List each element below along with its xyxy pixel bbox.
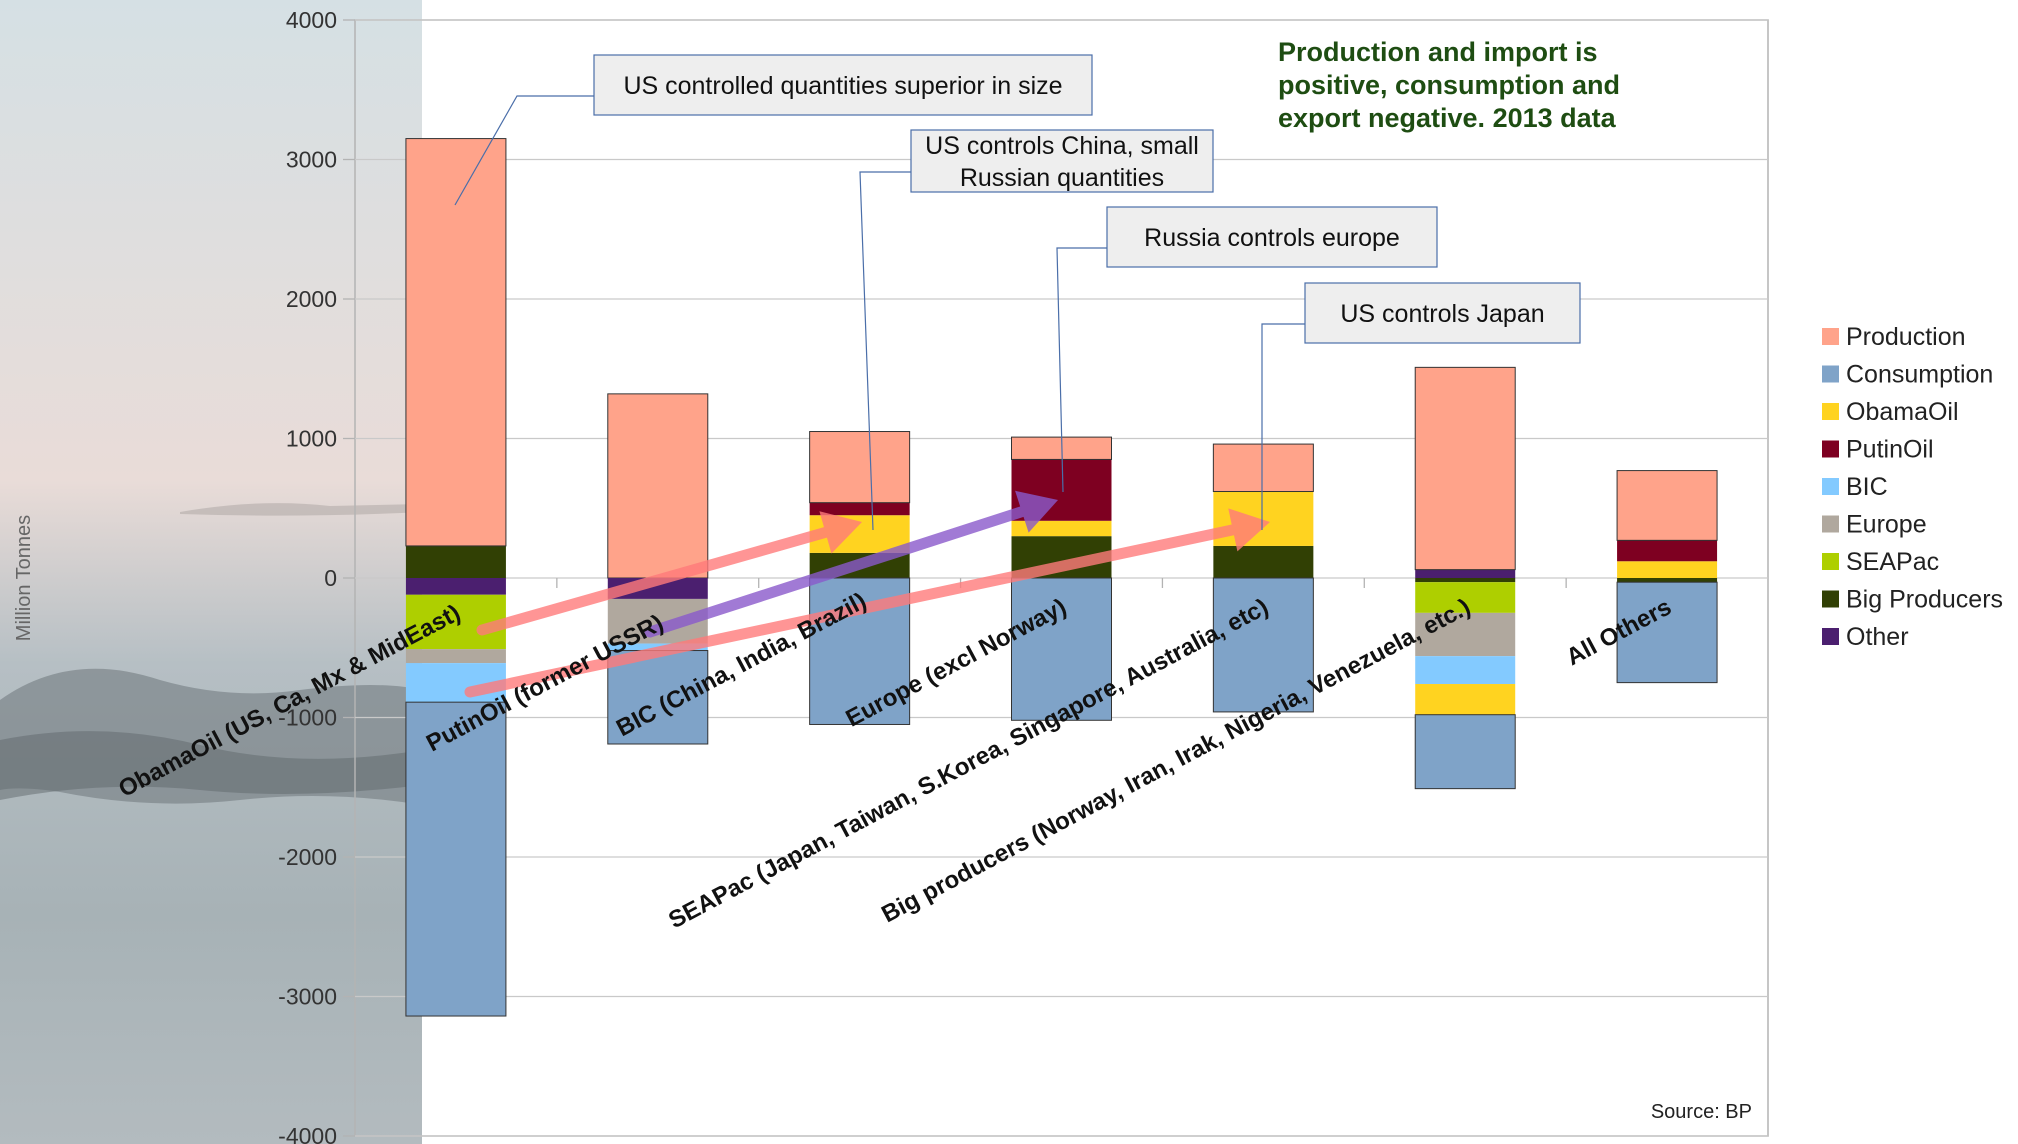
legend-swatch (1822, 628, 1839, 645)
arrow-obama-to-bic (476, 511, 862, 636)
bar-other (405, 578, 506, 595)
bar-other (1415, 569, 1516, 578)
y-tick-label: 2000 (286, 286, 337, 312)
y-tick-label: 1000 (286, 426, 337, 452)
arrows (464, 490, 1270, 698)
bar-big-producers (1415, 578, 1516, 583)
annotation-text: Russia controls europe (1144, 224, 1400, 252)
bar-consumption (405, 701, 507, 1017)
legend-item: Europe (1822, 511, 1927, 539)
bar-production (1616, 470, 1718, 541)
y-tick-label: -1000 (278, 705, 337, 731)
legend-label: Big Producers (1846, 586, 2003, 614)
legend-item: PutinOil (1822, 436, 1934, 464)
annotation-text: US controlled quantities superior in siz… (623, 72, 1062, 100)
legend-item: ObamaOil (1822, 398, 1959, 426)
annotation-callout: US controls Japan (1261, 282, 1581, 530)
y-tick-label: 4000 (286, 7, 337, 33)
annotation-text: US controls Japan (1340, 300, 1544, 328)
bar-big-producers (405, 545, 506, 578)
legend-label: BIC (1846, 473, 1888, 501)
bar-consumption (1616, 581, 1718, 684)
legend-label: Consumption (1846, 361, 1993, 389)
bar-obamaoil (1415, 684, 1516, 715)
annotation-callout: Russia controls europe (1056, 206, 1438, 493)
legend-item: Consumption (1822, 361, 1993, 389)
bar-seapac (405, 594, 506, 650)
bar-seapac (1415, 582, 1516, 613)
y-tick-label: -2000 (278, 844, 337, 870)
bar-europe (405, 649, 506, 664)
annotation-leader (454, 95, 594, 206)
legend-label: Europe (1846, 511, 1927, 539)
y-axis-ticks: -4000 -3000 -2000 -1000 0 1000 2000 3000 4000 (278, 7, 337, 1144)
legend-swatch (1822, 328, 1839, 345)
annotation-box (1304, 282, 1581, 344)
legend-label: Production (1846, 323, 1966, 351)
bar-obamaoil (1617, 561, 1718, 578)
bar-big-producers (1213, 545, 1314, 578)
annotation-text: US controls China, small (925, 132, 1199, 160)
bar-putinoil (1617, 540, 1718, 562)
bar-obamaoil (1011, 520, 1112, 537)
bar-production (607, 393, 709, 579)
legend-item: SEAPac (1822, 548, 1939, 576)
annotation-box (910, 129, 1214, 193)
legend-swatch (1822, 440, 1839, 458)
bar-production (809, 431, 911, 504)
annotation-leader (859, 171, 911, 531)
annotation-leader (1261, 323, 1305, 530)
note-line: export negative. 2013 data (1278, 103, 1617, 133)
legend-item: Big Producers (1822, 586, 2003, 614)
legend-label: Other (1846, 623, 1909, 651)
y-axis-label: Million Tonnes (13, 515, 35, 641)
legend-label: ObamaOil (1846, 398, 1959, 426)
legend-swatch (1822, 515, 1839, 533)
annotation-box (1106, 206, 1438, 268)
legend-swatch (1822, 403, 1839, 420)
bar-consumption (1011, 577, 1112, 721)
legend-swatch (1822, 553, 1839, 570)
annotation-leader (1056, 247, 1107, 493)
annotation-callout: US controls China, small Russian quantiti… (859, 129, 1214, 531)
bar-bic (1415, 656, 1516, 685)
legend-swatch (1822, 365, 1839, 383)
background-photo (0, 0, 422, 1144)
y-tick-label: -4000 (278, 1123, 337, 1144)
legend-swatch (1822, 590, 1839, 608)
legend: Production Consumption ObamaOil PutinOil BIC… (1822, 323, 2003, 651)
legend-item: BIC (1822, 473, 1888, 501)
bar-consumption (1212, 577, 1314, 713)
legend-label: SEAPac (1846, 548, 1939, 576)
note-line: positive, consumption and (1278, 70, 1620, 100)
bar-production (1414, 366, 1516, 571)
y-tick-label: -3000 (278, 984, 337, 1010)
bar-europe (1415, 612, 1516, 657)
arrow-obama-to-seapac (464, 508, 1270, 698)
legend-swatch (1822, 478, 1839, 495)
annotation-text: Russian quantities (960, 164, 1164, 192)
y-tick-label: 0 (324, 565, 337, 591)
arrow-putin-to-europe (644, 490, 1058, 638)
annotation-box (593, 54, 1093, 116)
bars (405, 138, 1718, 1017)
y-tick-label: 3000 (286, 147, 337, 173)
annotations: US controlled quantities superior in siz… (454, 54, 1581, 531)
bar-consumption (607, 650, 709, 745)
bar-putinoil (809, 502, 910, 516)
bar-consumption (1414, 714, 1516, 790)
legend-label: PutinOil (1846, 436, 1934, 464)
bar-production (405, 138, 507, 547)
legend-item: Other (1822, 623, 1909, 651)
bar-big-producers (1617, 578, 1718, 583)
legend-item: Production (1822, 323, 1966, 351)
source-label: Source: BP (1651, 1101, 1752, 1123)
annotation-callout: US controlled quantities superior in siz… (454, 54, 1093, 206)
bar-production (1212, 443, 1314, 493)
bar-obamaoil (1213, 491, 1314, 546)
note-line: Production and import is (1278, 37, 1598, 67)
